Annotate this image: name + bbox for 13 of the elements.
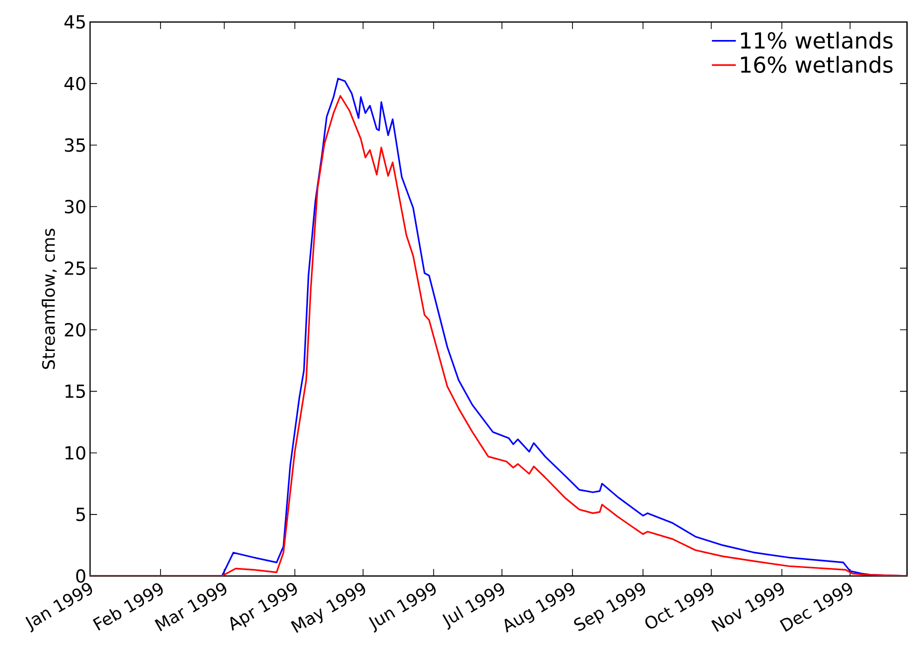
legend-label: 11% wetlands: [741, 32, 893, 49]
y-axis-title: Streamflow, cms: [42, 228, 57, 369]
y-tick-label: 0: [76, 569, 86, 583]
y-tick-label: 20: [64, 322, 86, 337]
legend-label: 16% wetlands: [741, 56, 893, 73]
y-tick-label: 45: [64, 15, 85, 29]
y-tick-label: 35: [64, 138, 85, 152]
y-tick-label: 10: [66, 446, 86, 460]
y-tick-label: 30: [64, 200, 86, 214]
y-tick-label: 25: [64, 261, 85, 276]
y-tick-label: 40: [64, 76, 86, 90]
y-tick-label: 5: [76, 508, 85, 522]
y-tick-label: 15: [66, 384, 85, 398]
